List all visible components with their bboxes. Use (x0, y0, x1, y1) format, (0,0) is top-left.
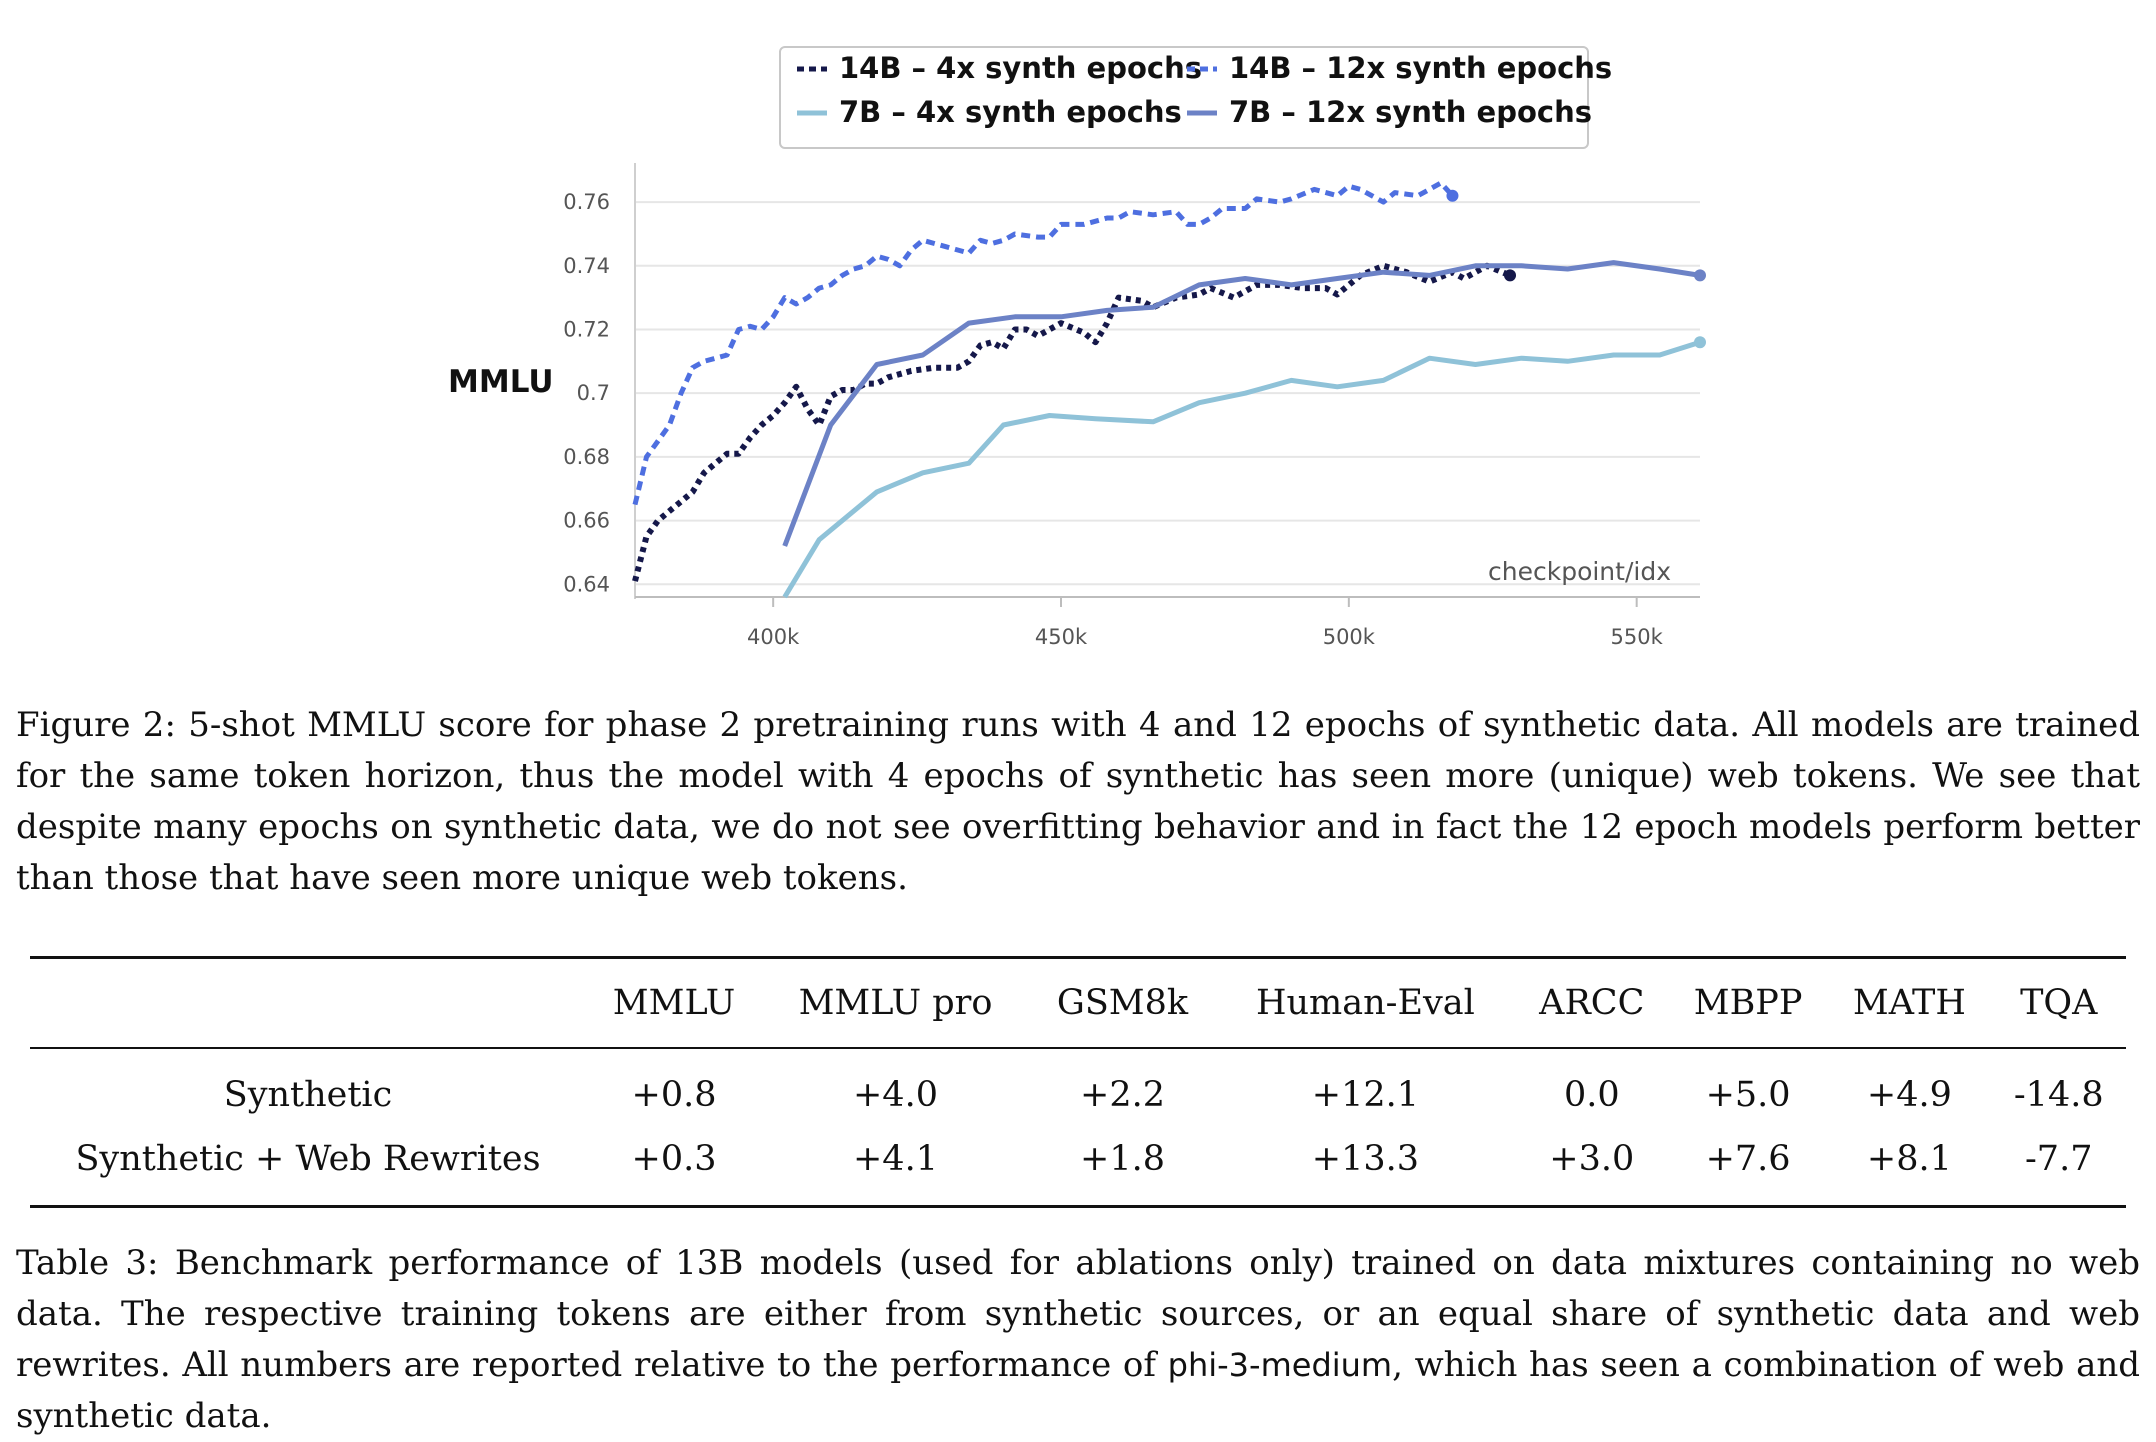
column-header: ARCC (1539, 983, 1645, 1023)
benchmark-table: MMLU MMLU pro GSM8k Human-Eval ARCC MBPP MATH T… (30, 956, 2126, 1208)
series-line-2 (632, 180, 1455, 506)
y-tick-label: 0.66 (563, 509, 610, 533)
table-row: Synthetic +0.8 +4.0 +2.2 +12.1 0.0 +5.0 +4.9 -14… (30, 1048, 2126, 1127)
table-cell: +13.3 (1311, 1139, 1420, 1179)
table-caption-label: Table 3: (16, 1243, 159, 1283)
table-cell: +3.0 (1549, 1139, 1635, 1179)
series-line-4 (782, 260, 1701, 547)
table-caption-text: Benchmark performance of 13B models (use… (16, 1243, 2141, 1385)
y-tick-label: 0.76 (563, 190, 610, 214)
column-header (30, 958, 586, 1049)
legend: 14B – 4x synth epochs 14B – 12x synth epo… (779, 46, 1612, 149)
x-tick-label: 400k (747, 625, 800, 649)
table-cell: +0.3 (631, 1139, 717, 1179)
model-name: phi-3-medium (1167, 1346, 1393, 1384)
figure-caption-label: Figure 2: (16, 705, 176, 745)
column-header: Human-Eval (1255, 983, 1475, 1023)
row-label: Synthetic (223, 1075, 393, 1115)
figure-caption: Figure 2: 5-shot MMLU score for phase 2 … (16, 700, 2140, 904)
table-cell: +4.9 (1866, 1075, 1952, 1115)
column-header: GSM8k (1056, 983, 1189, 1023)
y-tick-label: 0.74 (563, 254, 610, 278)
series-end-marker (1694, 336, 1706, 349)
column-header: MBPP (1693, 983, 1803, 1023)
table-body: Synthetic +0.8 +4.0 +2.2 +12.1 0.0 +5.0 +4.9 -14… (30, 1048, 2126, 1207)
benchmark-table-container: MMLU MMLU pro GSM8k Human-Eval ARCC MBPP MATH T… (30, 956, 2126, 1208)
table-header-row: MMLU MMLU pro GSM8k Human-Eval ARCC MBPP MATH T… (30, 957, 2126, 1049)
y-tick-label: 0.72 (563, 317, 610, 341)
column-header: MATH (1852, 983, 1966, 1023)
series-end-marker (1446, 189, 1459, 202)
y-axis-label: MMLU (448, 364, 554, 400)
chart-canvas: 0.64 0.66 0.68 0.7 0.72 0.74 0.76 400k 450k 500k 5… (448, 46, 1706, 649)
table-caption: Table 3: Benchmark performance of 13B mo… (16, 1238, 2140, 1442)
figure-caption-text: 5-shot MMLU score for phase 2 pretrainin… (16, 705, 2140, 898)
series-line-3 (782, 339, 1701, 599)
table-cell: +2.2 (1080, 1075, 1165, 1115)
legend-entry-label: 7B – 4x synth epochs (839, 95, 1182, 129)
y-tick-label: 0.68 (563, 445, 610, 469)
table-row: Synthetic + Web Rewrites +0.3 +4.1 +1.8 +13.… (30, 1127, 2126, 1207)
legend-entry-label: 14B – 12x synth epochs (1229, 51, 1612, 85)
x-tick-label: 550k (1611, 625, 1664, 649)
table-cell: -14.8 (2013, 1075, 2104, 1115)
legend-entry-label: 7B – 12x synth epochs (1229, 95, 1592, 129)
y-tick-label: 0.7 (577, 381, 610, 405)
column-header: TQA (2020, 983, 2098, 1023)
table-cell: +5.0 (1705, 1075, 1791, 1115)
row-label: Synthetic + Web Rewrites (75, 1139, 541, 1179)
table-cell: +4.1 (852, 1139, 938, 1179)
table-cell: +0.8 (631, 1075, 717, 1115)
x-axis-label: checkpoint/idx (1488, 557, 1671, 586)
legend-entry-label: 14B – 4x synth epochs (839, 51, 1202, 85)
table-cell: +1.8 (1080, 1139, 1165, 1179)
table-caption-text-end: , which has seen a combination of web an… (16, 1345, 2141, 1436)
grid-lines (635, 201, 1700, 586)
table-cell: +4.0 (852, 1075, 938, 1115)
table-cell: +7.6 (1705, 1139, 1791, 1179)
table-cell: +12.1 (1311, 1075, 1420, 1115)
column-header: MMLU (612, 983, 736, 1023)
table-cell: -7.7 (2024, 1139, 2093, 1179)
series-end-marker (1694, 269, 1706, 282)
table-cell: +8.1 (1866, 1139, 1952, 1179)
legend-box (779, 46, 1589, 149)
mmlu-line-chart: 0.64 0.66 0.68 0.7 0.72 0.74 0.76 400k 450k 500k 5… (0, 0, 2156, 660)
x-tick-label: 450k (1035, 625, 1088, 649)
y-tick-label: 0.64 (563, 572, 610, 596)
axes: 0.64 0.66 0.68 0.7 0.72 0.74 0.76 400k 450k 500k 5… (563, 163, 1700, 649)
series-line-1 (632, 262, 1512, 582)
x-tick-label: 500k (1323, 625, 1376, 649)
series-end-marker (1504, 269, 1517, 282)
table-cell: 0.0 (1563, 1075, 1620, 1115)
series-lines (632, 180, 1706, 599)
column-header: MMLU pro (798, 983, 993, 1023)
